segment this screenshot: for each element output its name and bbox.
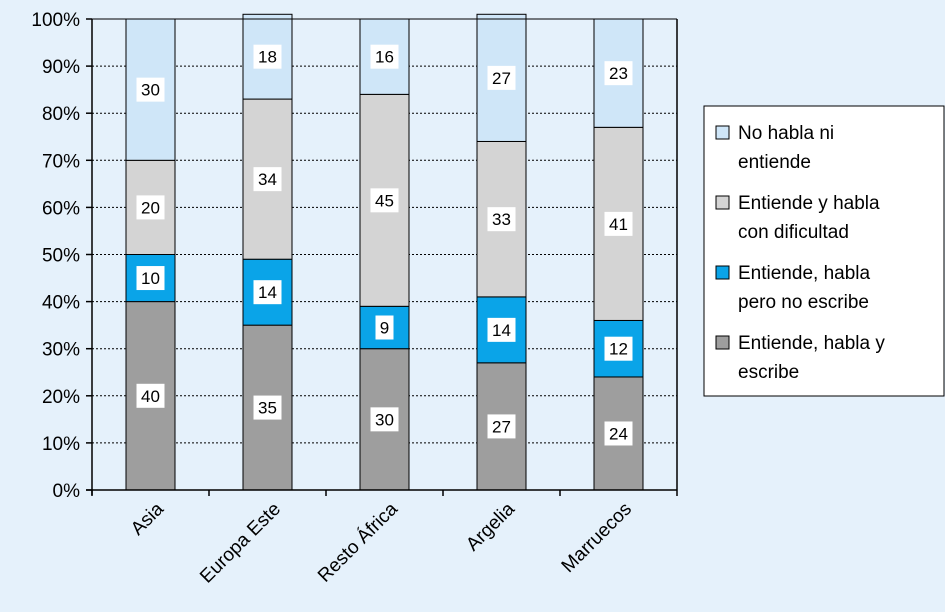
data-label: 23 [609,64,628,83]
data-label-box [604,336,633,361]
y-tick-label: 60% [42,198,80,219]
data-label: 14 [492,321,511,340]
y-tick-label: 80% [42,104,80,125]
data-label-box [487,207,516,232]
legend-label: con dificultad [738,222,849,243]
data-label: 12 [609,340,628,359]
legend-label: pero no escribe [738,292,869,313]
legend-label: escribe [738,362,799,383]
plot-area: 40 10 20 30 35 14 34 18 30 9 45 16 27 14 33 27 24 12 41 23 0… [31,10,678,587]
y-tick-label: 10% [42,434,80,455]
legend-swatch [715,125,730,140]
data-label: 40 [141,387,160,406]
data-label: 10 [141,269,160,288]
y-tick-label: 100% [31,10,80,31]
data-label-box [487,65,516,90]
data-label: 35 [258,399,277,418]
data-label: 33 [492,210,511,229]
data-label: 41 [609,215,628,234]
data-label-box [487,317,516,342]
y-tick-label: 40% [42,293,80,314]
data-label-box [370,188,399,213]
data-label-box [253,167,282,192]
y-tick-label: 30% [42,340,80,361]
data-label: 14 [258,283,277,302]
legend-label: entiende [738,152,811,173]
data-label-box [604,211,633,236]
data-label-box [136,195,165,220]
data-label: 45 [375,191,394,210]
data-label-box [487,414,516,439]
data-label-box [253,280,282,305]
y-tick-label: 50% [42,246,80,267]
data-label-box [136,77,165,102]
data-label: 9 [380,319,389,338]
data-label-box [604,61,633,86]
legend-swatch [715,265,730,280]
data-label-box [604,421,633,446]
legend-label: Entiende, habla [738,263,870,284]
data-label-box [375,315,394,340]
legend-label: Entiende, habla y [738,333,885,354]
legend-label: No habla ni [738,123,834,144]
data-label: 30 [375,410,394,429]
data-label: 24 [609,424,628,443]
data-label-box [136,383,165,408]
y-tick-label: 70% [42,151,80,172]
data-label-box [370,407,399,432]
data-label-box [370,44,399,69]
data-label: 16 [375,48,394,67]
data-label: 34 [258,170,277,189]
data-label: 18 [258,48,277,67]
data-label-box [253,44,282,69]
legend-box [703,105,945,397]
y-tick-label: 20% [42,387,80,408]
data-label-box [136,266,165,291]
data-label: 20 [141,198,160,217]
y-tick-label: 90% [42,57,80,78]
data-label: 27 [492,417,511,436]
legend-swatch [715,195,730,210]
data-label: 27 [492,69,511,88]
legend-swatch [715,335,730,350]
y-tick-label: 0% [53,481,81,502]
data-label: 30 [141,81,160,100]
legend-label: Entiende y habla [738,193,880,214]
legend: No habla ni entiende Entiende y habla con d… [703,105,945,397]
data-label-box [253,395,282,420]
